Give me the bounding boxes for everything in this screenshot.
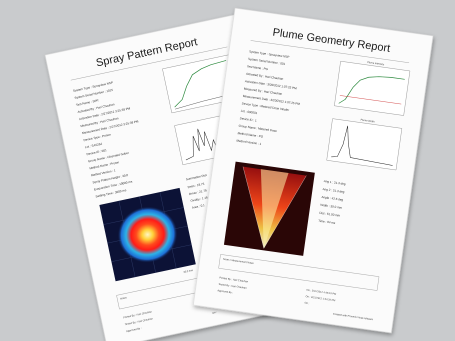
plume-title-rule bbox=[250, 40, 410, 63]
plume-field-line: Device ID : 1 bbox=[239, 116, 257, 122]
spray-title-rule bbox=[70, 46, 228, 81]
spray-field-line: Lot : SA5264 bbox=[85, 142, 103, 150]
plume-notes-label: Notes / Measurement Notes bbox=[223, 258, 255, 265]
plume-footer: Created with Proveris Viota software bbox=[333, 313, 374, 322]
plume-geometry-line: Dist : 61.00 mm bbox=[319, 211, 341, 218]
spray-stat-line: Area : 0.1 bbox=[192, 203, 206, 210]
plume-field-line: Method Name : PG bbox=[237, 131, 264, 139]
plume-signature-date: On : 3/21/2012 1:54:29 PM bbox=[305, 295, 335, 302]
spray-stats-header: Summation Dist bbox=[186, 173, 208, 181]
spray-field-line: Settling Time : 3000 ms bbox=[95, 188, 127, 199]
spray-field-line: Method Name : Proton bbox=[89, 160, 120, 170]
plume-geometry-line: Ang 2 : 21.3 deg bbox=[322, 187, 345, 194]
spray-field-line: Test Name : SPR bbox=[76, 98, 100, 107]
spray-signature-line: Approved By : bbox=[126, 327, 142, 333]
plume-top-graph-title: Plume Intensity bbox=[367, 61, 385, 66]
spray-pattern-blob bbox=[117, 206, 178, 263]
plume-geometry-report-page: Plume Geometry Report System Type : Spra… bbox=[192, 7, 434, 334]
spray-field-line: Device Type : Proton bbox=[83, 132, 111, 142]
plume-bottom-graph-title: Plume Width bbox=[360, 119, 375, 124]
plume-geometry-line: Ang 1 : 21.3 deg bbox=[324, 179, 347, 186]
spray-field-line: Method Version : 1 bbox=[91, 168, 117, 177]
plume-geometry-image bbox=[223, 161, 315, 256]
plume-field-line: System Serial Number : 001 bbox=[248, 57, 286, 66]
plume-geometry-line: Width : 39.0 mm bbox=[320, 203, 343, 210]
spray-chart-axis: 30.0 mm bbox=[183, 269, 193, 274]
plume-signature-line: Tested By : Hari Chauhan bbox=[218, 283, 247, 290]
spray-field-line: Device ID : 001 bbox=[86, 148, 107, 156]
plume-field-line: Group Name : Metered Dose bbox=[238, 124, 277, 133]
spray-field-line: Activated By : Hari Chauhan bbox=[77, 102, 115, 114]
plume-field-line: Activation Date : 3/20/2012 1:07:25 PM bbox=[245, 79, 298, 90]
spray-top-graph bbox=[162, 54, 239, 114]
spray-notes-label: Notes bbox=[120, 296, 128, 300]
plume-field-line: Activated By : Hari Chauhan bbox=[246, 72, 284, 81]
plume-signature-line: Printed By : Hari Chauhan bbox=[219, 276, 249, 283]
plume-field-line: Test Name : PG bbox=[247, 64, 269, 71]
spray-signature-line: Tested By : Hari Chauhan bbox=[125, 317, 154, 326]
spray-field-line: Spray Pattern Height : 30.0 bbox=[92, 173, 129, 185]
spray-signature-line: Printed By : Hari Chauhan bbox=[123, 310, 153, 319]
plume-geometry-line: Angle : 42.6 deg bbox=[321, 195, 344, 202]
spray-pattern-image: 30.0 mm bbox=[99, 187, 196, 282]
plume-field-line: System Type : Sprayview NSP bbox=[249, 49, 290, 59]
plume-top-graph: Plume Intensity bbox=[334, 61, 411, 116]
plume-field-line: Lot : 000001 bbox=[240, 109, 257, 115]
spray-stat-line: Dmax : 21.79 bbox=[189, 188, 208, 196]
spray-stat-line: Ovality : 1.16 bbox=[190, 195, 208, 203]
plume-field-line: Method Version : 1 bbox=[236, 139, 262, 146]
plume-signature-line: Approved By : bbox=[217, 289, 233, 294]
spray-stat-line: Dmin : 18.73 bbox=[187, 182, 205, 190]
plume-field-line: Measured By : Hari Chauhan bbox=[244, 87, 283, 96]
plume-field-line: Device Type : Metered Dose Inhaler bbox=[242, 101, 290, 112]
plume-notes-box bbox=[218, 254, 380, 291]
spray-signature-date: On : bbox=[212, 311, 218, 315]
plume-bottom-graph: Plume Width bbox=[326, 118, 403, 171]
plume-signature-date: On : bbox=[304, 302, 309, 306]
plume-geometry-line: Time : 84 ms bbox=[318, 219, 336, 225]
plume-signature-date: On : 3/21/2012 4:46:19 PM bbox=[306, 289, 336, 296]
